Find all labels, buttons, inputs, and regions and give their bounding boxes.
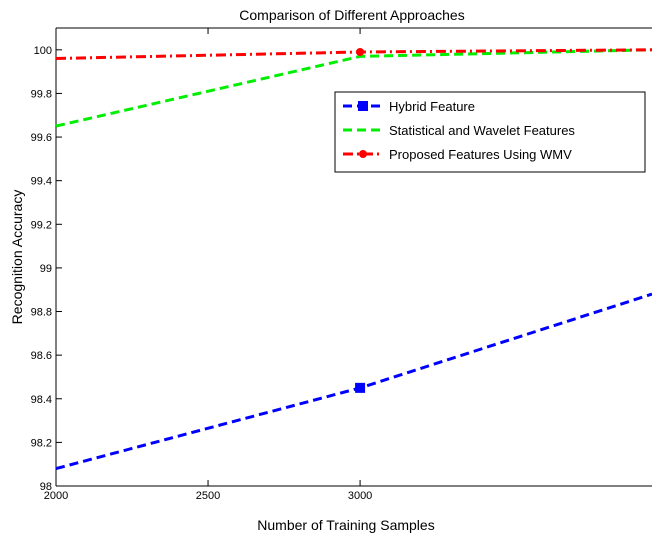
y-tick-label: 100 [34, 45, 52, 57]
data-point [356, 47, 365, 56]
chart-title: Comparison of Different Approaches [239, 7, 464, 23]
y-tick-label: 98.6 [31, 350, 52, 362]
y-tick-label: 99 [40, 263, 52, 275]
y-tick-label: 99.8 [31, 88, 52, 100]
y-tick-label: 99.4 [31, 176, 52, 188]
legend-entry: Hybrid Feature [343, 99, 475, 114]
legend: Hybrid Feature Statistical and Wavelet Fe… [334, 91, 646, 173]
series-layer [55, 47, 652, 471]
series-1 [55, 292, 652, 471]
series-3 [55, 47, 652, 60]
legend-label: Proposed Features Using WMV [389, 147, 572, 162]
x-tick-label: 2500 [196, 490, 220, 502]
legend-label: Hybrid Feature [389, 99, 475, 114]
legend-marker [358, 101, 368, 111]
legend-label: Statistical and Wavelet Features [389, 123, 575, 138]
y-tick-label: 99.2 [31, 219, 52, 231]
y-tick-label: 98.4 [31, 394, 52, 406]
series-line [55, 48, 652, 128]
y-axis-title: Recognition Accuracy [9, 190, 25, 325]
y-tick-label: 98.8 [31, 307, 52, 319]
y-tick-label: 99.6 [31, 132, 52, 144]
data-point [355, 382, 366, 393]
legend-entry: Proposed Features Using WMV [343, 147, 572, 162]
y-tick-label: 98.2 [31, 437, 52, 449]
x-axis-title: Number of Training Samples [257, 517, 434, 533]
legend-entry: Statistical and Wavelet Features [343, 123, 575, 138]
legend-box [334, 91, 646, 173]
series-2 [55, 48, 652, 128]
y-tick-label: 98 [40, 481, 52, 493]
x-tick-label: 3000 [348, 490, 372, 502]
legend-items: Hybrid Feature Statistical and Wavelet Fe… [343, 99, 575, 162]
legend-marker [359, 150, 367, 158]
x-tick-label: 2000 [44, 490, 68, 502]
axes: 98 98.2 98.4 98.6 98.8 99 99.2 99.4 99.6 99.8 100 2… [31, 27, 652, 502]
